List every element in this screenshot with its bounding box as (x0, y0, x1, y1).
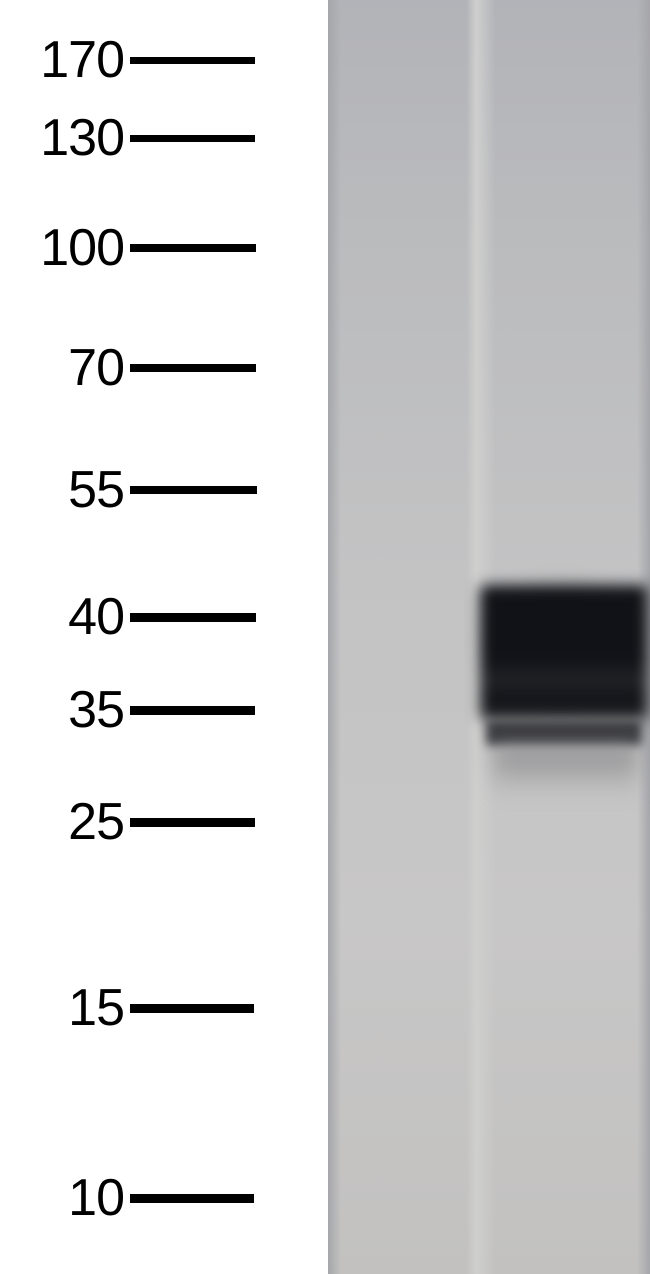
ladder-marker-tick (130, 486, 257, 494)
ladder-marker: 100 (0, 222, 328, 274)
molecular-weight-ladder: 170 130 100 70 55 40 35 25 15 10 (0, 0, 328, 1274)
ladder-marker-label: 130 (0, 108, 130, 168)
protein-band (480, 585, 648, 720)
blot-membrane-panel (328, 0, 650, 1274)
ladder-marker-tick (130, 135, 255, 142)
ladder-marker-label: 55 (0, 460, 130, 520)
ladder-marker: 55 (0, 464, 328, 516)
ladder-marker-tick (130, 818, 255, 827)
ladder-marker: 25 (0, 796, 328, 848)
ladder-marker-tick (130, 364, 256, 372)
ladder-marker-label: 100 (0, 218, 130, 278)
ladder-marker: 70 (0, 342, 328, 394)
ladder-marker-label: 40 (0, 587, 130, 647)
ladder-marker-tick (130, 57, 255, 64)
ladder-marker: 10 (0, 1172, 328, 1224)
ladder-marker-label: 35 (0, 680, 130, 740)
ladder-marker-tick (130, 244, 256, 252)
ladder-marker: 170 (0, 34, 328, 86)
ladder-marker-label: 10 (0, 1168, 130, 1228)
ladder-marker-label: 70 (0, 338, 130, 398)
ladder-marker-label: 15 (0, 978, 130, 1038)
ladder-marker: 35 (0, 684, 328, 736)
ladder-marker-tick (130, 1004, 254, 1013)
protein-smear-lower (493, 746, 638, 794)
ladder-marker: 15 (0, 982, 328, 1034)
ladder-marker-label: 25 (0, 792, 130, 852)
ladder-marker: 40 (0, 591, 328, 643)
protein-band-sub (486, 720, 642, 746)
ladder-marker-tick (130, 1194, 254, 1203)
ladder-marker-tick (130, 613, 256, 622)
ladder-marker: 130 (0, 112, 328, 164)
western-blot-figure: 170 130 100 70 55 40 35 25 15 10 (0, 0, 650, 1274)
ladder-marker-label: 170 (0, 30, 130, 90)
ladder-marker-tick (130, 706, 255, 715)
